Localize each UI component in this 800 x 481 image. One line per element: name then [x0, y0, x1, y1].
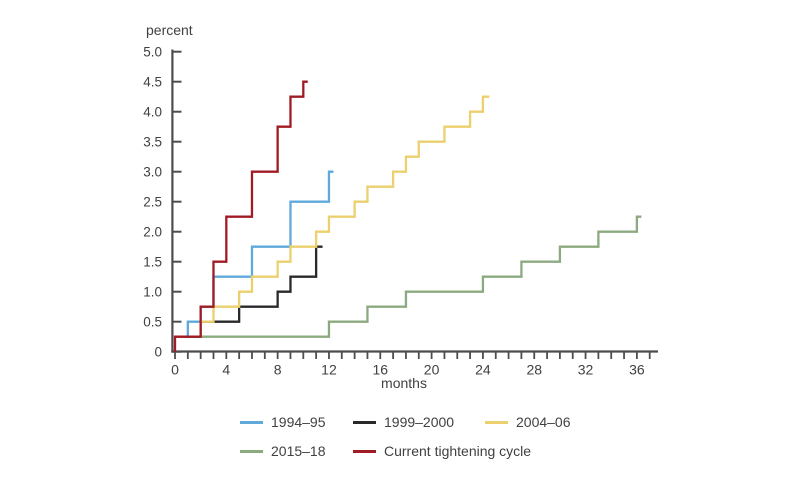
- x-tick-label: 32: [578, 362, 594, 378]
- y-tick-label: 3.5: [143, 135, 162, 150]
- y-axis-title: percent: [146, 22, 193, 38]
- legend-swatch-icon: [240, 449, 263, 453]
- legend-item-1994-95: 1994–95: [240, 411, 353, 433]
- x-tick-label: 4: [222, 362, 230, 378]
- x-tick-label: 20: [424, 362, 440, 378]
- legend-swatch-icon: [353, 449, 376, 453]
- legend-swatch-icon: [240, 420, 263, 424]
- legend-label: 2004–06: [516, 414, 571, 430]
- x-tick-label: 8: [274, 362, 282, 378]
- x-tick-label: 28: [526, 362, 542, 378]
- y-tick-label: 2.5: [143, 195, 162, 210]
- legend-item-2015-18: 2015–18: [240, 440, 353, 462]
- series-line-current-tightening-cycle: [173, 80, 308, 352]
- x-tick-label: 16: [372, 362, 388, 378]
- series-line-1994-95: [175, 170, 334, 338]
- series-line-2015-18: [175, 215, 642, 338]
- legend-label: 1994–95: [271, 414, 326, 430]
- x-axis-title: months: [381, 375, 427, 391]
- y-tick-label: 3.0: [143, 165, 162, 180]
- legend-label: Current tightening cycle: [384, 443, 532, 459]
- y-tick-label: 0: [154, 345, 162, 360]
- x-tick-label: 0: [171, 362, 179, 378]
- x-tick-label: 12: [321, 362, 337, 378]
- legend-swatch-icon: [353, 420, 376, 424]
- legend-item-2004-06: 2004–06: [485, 411, 571, 433]
- series-line-2004-06: [175, 95, 490, 338]
- legend: 1994–95 1999–2000 2004–06 2015–18 Current ti…: [240, 411, 571, 462]
- x-tick-label: 24: [475, 362, 491, 378]
- y-tick-label: 1.5: [143, 255, 162, 270]
- y-tick-label: 0.5: [143, 315, 162, 330]
- legend-item-1999-2000: 1999–2000: [353, 411, 485, 433]
- y-tick-label: 4.5: [143, 75, 162, 90]
- y-tick-label: 1.0: [143, 285, 162, 300]
- y-tick-label: 4.0: [143, 105, 162, 120]
- y-tick-label: 2.0: [143, 225, 162, 240]
- legend-swatch-icon: [485, 420, 508, 424]
- legend-label: 1999–2000: [384, 414, 455, 430]
- x-tick-label: 36: [629, 362, 645, 378]
- legend-label: 2015–18: [271, 443, 326, 459]
- legend-item-current-tightening-cycle: Current tightening cycle: [353, 440, 531, 462]
- y-tick-label: 5.0: [143, 45, 162, 60]
